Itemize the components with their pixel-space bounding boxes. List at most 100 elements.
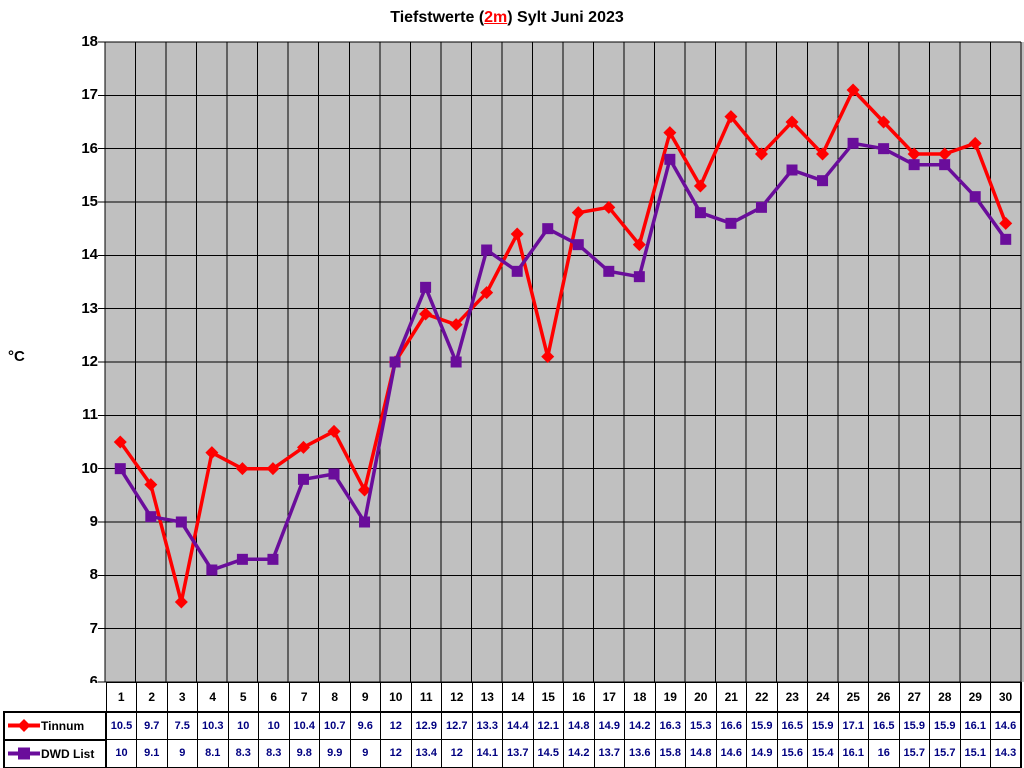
data-point-dwd-list bbox=[542, 223, 554, 235]
data-point-dwd-list bbox=[297, 473, 309, 485]
value-cell: 9.9 bbox=[319, 739, 351, 768]
value-cell: 16.5 bbox=[776, 711, 808, 740]
data-point-tinnum bbox=[541, 350, 555, 364]
value-cell: 13.3 bbox=[471, 711, 503, 740]
day-header-cell: 8 bbox=[319, 682, 351, 713]
value-cell: 13.4 bbox=[410, 739, 442, 768]
data-point-dwd-list bbox=[969, 191, 981, 203]
y-axis-tick-label: 14 bbox=[81, 246, 98, 264]
value-cell: 14.6 bbox=[990, 711, 1022, 740]
data-point-tinnum bbox=[693, 179, 707, 193]
title-highlight: 2m bbox=[484, 9, 508, 26]
data-point-dwd-list bbox=[603, 265, 615, 277]
day-header-cell: 4 bbox=[197, 682, 229, 713]
data-point-dwd-list bbox=[664, 153, 676, 165]
day-header-cell: 24 bbox=[807, 682, 839, 713]
legend-dwd-list-icon bbox=[8, 747, 40, 760]
value-cell: 14.4 bbox=[502, 711, 534, 740]
value-cell: 9.7 bbox=[136, 711, 168, 740]
day-header-cell: 28 bbox=[929, 682, 961, 713]
value-cell: 16.1 bbox=[959, 711, 991, 740]
data-point-dwd-list bbox=[908, 159, 920, 171]
value-cell: 15.9 bbox=[807, 711, 839, 740]
value-cell: 14.8 bbox=[563, 711, 595, 740]
value-cell: 12.7 bbox=[441, 711, 473, 740]
day-header-cell: 1 bbox=[105, 682, 137, 713]
value-cell: 14.9 bbox=[593, 711, 625, 740]
data-point-tinnum bbox=[968, 136, 982, 150]
value-cell: 8.3 bbox=[227, 739, 259, 768]
data-point-dwd-list bbox=[206, 564, 218, 576]
value-cell: 16.3 bbox=[654, 711, 686, 740]
data-point-tinnum bbox=[877, 115, 891, 129]
day-header-cell: 7 bbox=[288, 682, 320, 713]
data-point-tinnum bbox=[174, 595, 188, 609]
value-cell: 13.7 bbox=[502, 739, 534, 768]
data-point-tinnum bbox=[724, 110, 738, 124]
table-header-row: 1 2 3 4 5 6 7 8 9 10 11 12 13 14 15 16 17 18 19 20 21 22 23 24 2… bbox=[4, 682, 1022, 713]
data-point-dwd-list bbox=[175, 516, 187, 528]
value-cell: 15.9 bbox=[929, 711, 961, 740]
day-header-cell: 15 bbox=[532, 682, 564, 713]
data-point-dwd-list bbox=[389, 356, 401, 368]
data-point-dwd-list bbox=[725, 217, 737, 229]
value-cell: 10.4 bbox=[288, 711, 320, 740]
data-point-tinnum bbox=[663, 126, 677, 140]
value-cell: 10.3 bbox=[197, 711, 229, 740]
data-point-dwd-list bbox=[817, 175, 829, 187]
day-header-cell: 21 bbox=[715, 682, 747, 713]
value-cell: 15.3 bbox=[685, 711, 717, 740]
day-header-cell: 16 bbox=[563, 682, 595, 713]
data-point-tinnum bbox=[144, 478, 158, 492]
day-header-cell: 22 bbox=[746, 682, 778, 713]
value-cell: 14.9 bbox=[746, 739, 778, 768]
series-name-label: DWD List bbox=[41, 746, 95, 761]
value-cell: 14.2 bbox=[624, 711, 656, 740]
data-point-tinnum bbox=[480, 286, 494, 300]
y-axis-tick-label: 8 bbox=[89, 566, 98, 584]
value-cell: 9 bbox=[349, 739, 381, 768]
data-point-dwd-list bbox=[328, 468, 340, 480]
data-point-dwd-list bbox=[694, 207, 706, 219]
data-point-tinnum bbox=[327, 424, 341, 438]
data-table: 1 2 3 4 5 6 7 8 9 10 11 12 13 14 15 16 17 18 19 20 21 22 23 24 2… bbox=[3, 682, 1022, 768]
value-cell: 13.7 bbox=[593, 739, 625, 768]
data-point-tinnum bbox=[907, 147, 921, 161]
value-cell: 15.9 bbox=[898, 711, 930, 740]
value-cell: 9.1 bbox=[136, 739, 168, 768]
value-cell: 16.1 bbox=[837, 739, 869, 768]
day-header-cell: 9 bbox=[349, 682, 381, 713]
y-axis-unit-label: °C bbox=[8, 348, 25, 365]
day-header-cell: 18 bbox=[624, 682, 656, 713]
y-axis-tick-label: 17 bbox=[81, 86, 98, 104]
value-cell: 14.5 bbox=[532, 739, 564, 768]
day-header-cell: 10 bbox=[380, 682, 412, 713]
data-point-dwd-list bbox=[359, 516, 371, 528]
title-text-prefix: Tiefstwerte ( bbox=[390, 9, 485, 26]
data-point-tinnum bbox=[571, 206, 585, 220]
legend-cell: DWD List bbox=[3, 738, 107, 768]
series-row-tinnum: Tinnum 10.5 9.7 7.5 10.3 10 10 10.4 10.7 9.6 12 12.… bbox=[3, 710, 1022, 741]
day-header-cell: 17 bbox=[593, 682, 625, 713]
value-cell: 8.1 bbox=[197, 739, 229, 768]
day-header-cell: 27 bbox=[898, 682, 930, 713]
value-cell: 16.6 bbox=[715, 711, 747, 740]
data-point-dwd-list bbox=[847, 137, 859, 149]
data-point-tinnum bbox=[999, 216, 1013, 230]
data-point-dwd-list bbox=[450, 356, 462, 368]
data-point-dwd-list bbox=[755, 201, 767, 213]
value-cell: 14.1 bbox=[471, 739, 503, 768]
y-axis-tick-label: 13 bbox=[81, 299, 98, 317]
data-point-tinnum bbox=[938, 147, 952, 161]
day-header-cell: 20 bbox=[685, 682, 717, 713]
y-axis-tick-label: 9 bbox=[89, 513, 98, 530]
data-point-tinnum bbox=[846, 83, 860, 97]
value-cell: 10.5 bbox=[105, 711, 137, 740]
day-header-cell: 30 bbox=[990, 682, 1022, 713]
day-header-cell: 12 bbox=[441, 682, 473, 713]
day-header-cell: 23 bbox=[776, 682, 808, 713]
day-header-cell: 14 bbox=[502, 682, 534, 713]
y-axis-tick-label: 18 bbox=[81, 33, 98, 50]
